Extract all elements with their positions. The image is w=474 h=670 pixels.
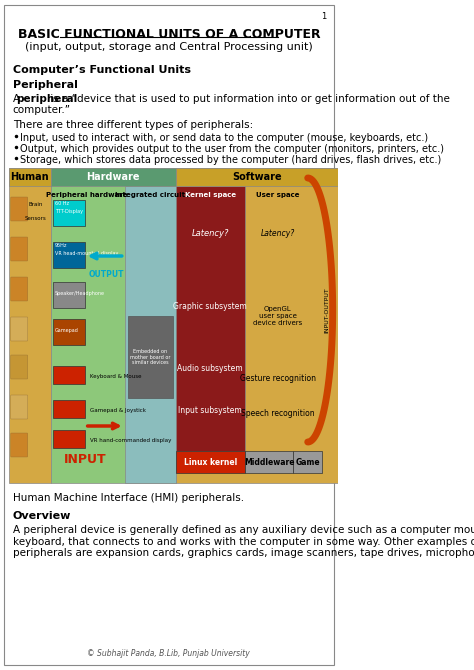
Text: VR head-mounted display: VR head-mounted display (55, 251, 118, 256)
Text: Keyboard & Mouse: Keyboard & Mouse (91, 373, 142, 379)
FancyBboxPatch shape (176, 168, 339, 186)
Text: Speaker/Headphone: Speaker/Headphone (55, 291, 105, 296)
Text: VR hand-commanded display: VR hand-commanded display (91, 438, 172, 442)
FancyBboxPatch shape (51, 168, 176, 483)
Text: peripheral: peripheral (17, 94, 78, 104)
Text: Embedded on
mother board or
similar devices: Embedded on mother board or similar devi… (130, 348, 171, 365)
FancyBboxPatch shape (54, 400, 85, 418)
FancyBboxPatch shape (9, 168, 51, 186)
FancyBboxPatch shape (11, 395, 28, 419)
FancyBboxPatch shape (11, 277, 28, 301)
FancyBboxPatch shape (176, 186, 245, 451)
Text: Latency?: Latency? (191, 228, 229, 237)
FancyBboxPatch shape (11, 433, 28, 457)
Text: Gamepad & Joystick: Gamepad & Joystick (91, 407, 146, 413)
FancyBboxPatch shape (54, 430, 85, 448)
Text: Linux kernel: Linux kernel (183, 458, 237, 466)
Text: Peripheral hardware: Peripheral hardware (46, 192, 128, 198)
Text: INPUT: INPUT (64, 452, 107, 466)
Text: Middleware: Middleware (244, 458, 294, 466)
Text: Speech recognition: Speech recognition (241, 409, 315, 417)
Text: is a “device that is used to put information into or get information out of the: is a “device that is used to put informa… (47, 94, 450, 104)
FancyBboxPatch shape (4, 5, 334, 665)
Text: A: A (13, 94, 23, 104)
FancyBboxPatch shape (128, 316, 173, 398)
FancyBboxPatch shape (54, 366, 85, 384)
Text: TTT-Display: TTT-Display (55, 209, 83, 214)
Text: Human Machine Interface (HMI) peripherals.: Human Machine Interface (HMI) peripheral… (13, 493, 244, 503)
FancyBboxPatch shape (9, 168, 51, 483)
Text: INPUT-OUTPUT: INPUT-OUTPUT (325, 287, 329, 333)
Text: A peripheral device is generally defined as any auxiliary device such as a compu: A peripheral device is generally defined… (13, 525, 474, 558)
FancyBboxPatch shape (54, 242, 85, 268)
Text: Overview: Overview (13, 511, 71, 521)
FancyBboxPatch shape (245, 451, 293, 473)
Text: Computer’s Functional Units: Computer’s Functional Units (13, 65, 191, 75)
Text: Integrated circuits: Integrated circuits (115, 192, 190, 198)
Text: computer.”: computer.” (13, 105, 71, 115)
Text: 60 Hz: 60 Hz (55, 201, 69, 206)
Text: Sensors: Sensors (25, 216, 46, 220)
Text: Peripheral: Peripheral (13, 80, 78, 90)
FancyBboxPatch shape (54, 200, 85, 226)
FancyBboxPatch shape (293, 451, 322, 473)
Text: (input, output, storage and Central Processing unit): (input, output, storage and Central Proc… (25, 42, 313, 52)
Text: Human: Human (10, 172, 49, 182)
FancyBboxPatch shape (176, 168, 339, 483)
Text: © Subhajit Panda, B.Lib, Punjab University: © Subhajit Panda, B.Lib, Punjab Universi… (87, 649, 250, 658)
Text: OUTPUT: OUTPUT (88, 269, 124, 279)
Text: Kernel space: Kernel space (184, 192, 236, 198)
Text: Brain: Brain (28, 202, 43, 206)
Text: Gamepad: Gamepad (55, 328, 79, 333)
Text: User space: User space (256, 192, 300, 198)
Text: Graphic subsystem: Graphic subsystem (173, 302, 247, 310)
FancyBboxPatch shape (51, 168, 176, 186)
FancyBboxPatch shape (11, 317, 28, 341)
Text: Hardware: Hardware (87, 172, 140, 182)
Text: Audio subsystem: Audio subsystem (177, 364, 243, 373)
Text: Latency?: Latency? (261, 228, 295, 237)
Text: Output, which provides output to the user from the computer (monitors, printers,: Output, which provides output to the use… (20, 144, 444, 154)
Text: 95Hz: 95Hz (55, 243, 67, 248)
Text: OpenGL
user space
device drivers: OpenGL user space device drivers (253, 306, 302, 326)
Text: Software: Software (232, 172, 282, 182)
Text: Input subsystem: Input subsystem (178, 405, 242, 415)
Text: Input, used to interact with, or send data to the computer (mouse, keyboards, et: Input, used to interact with, or send da… (20, 133, 428, 143)
FancyBboxPatch shape (11, 355, 28, 379)
Text: Game: Game (295, 458, 320, 466)
Text: There are three different types of peripherals:: There are three different types of perip… (13, 120, 253, 130)
FancyBboxPatch shape (54, 319, 85, 345)
FancyBboxPatch shape (11, 237, 28, 261)
FancyBboxPatch shape (125, 186, 176, 483)
Text: Storage, which stores data processed by the computer (hard drives, flash drives,: Storage, which stores data processed by … (20, 155, 441, 165)
FancyBboxPatch shape (176, 451, 245, 473)
FancyBboxPatch shape (54, 282, 85, 308)
Text: BASIC FUNCTIONAL UNITS OF A COMPUTER: BASIC FUNCTIONAL UNITS OF A COMPUTER (18, 28, 320, 41)
Text: 1: 1 (321, 12, 326, 21)
FancyBboxPatch shape (11, 197, 28, 221)
Text: Gesture recognition: Gesture recognition (240, 373, 316, 383)
